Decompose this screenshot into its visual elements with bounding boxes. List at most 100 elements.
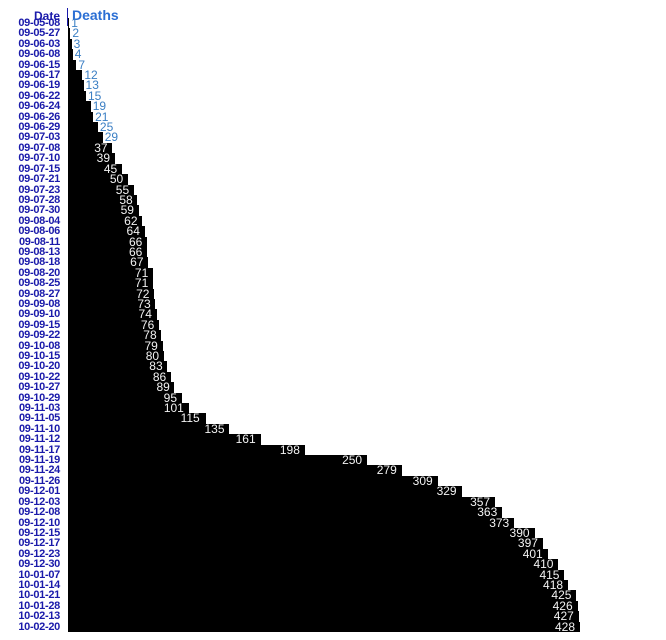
table-row: 09-07-10 39 [0,152,666,165]
row-date-label: 09-06-08 [18,48,60,61]
row-date-label: 09-12-30 [18,558,60,571]
row-date-label: 09-12-03 [18,495,60,508]
bar-segment [68,507,503,518]
bar-value-label: 76 [140,317,155,332]
bar-segment [68,226,145,237]
table-row: 09-06-26 21 [0,110,666,122]
row-date-label: 09-08-27 [18,287,60,300]
bar-segment [68,38,72,50]
bar-value-label: 397 [517,536,538,551]
table-row: 09-07-30 59 [0,203,666,218]
bar-segment [68,309,157,320]
bar-segment [68,475,438,487]
row-date-label: 09-09-22 [18,329,60,342]
table-row: 09-11-26 309 [0,473,666,488]
table-row: 09-10-29 95 [0,390,666,405]
bar-value-label: 95 [163,390,177,405]
bar-segment [68,486,462,497]
bar-value-label: 329 [436,484,457,499]
table-row: 09-07-21 50 [0,172,666,187]
bar-value-label: 12 [84,68,98,83]
bar-value-label: 29 [104,130,119,145]
bar-segment [68,538,543,549]
bar-value-label: 373 [489,515,510,530]
bar-value-label: 427 [553,609,574,624]
bar-segment [68,579,569,591]
row-date-label: 09-10-20 [18,360,60,373]
bar-segment [68,569,565,580]
table-row: 09-11-10 135 [0,422,666,435]
row-date-label: 09-07-23 [18,183,60,196]
bar-value-label: 78 [143,328,157,343]
row-date-label: 09-11-24 [18,464,60,477]
table-row: 09-07-08 37 [0,140,666,155]
table-row: 09-06-24 19 [0,100,666,112]
row-date-label: 09-06-15 [18,58,60,71]
bar-value-label: 55 [115,182,130,197]
table-row: 09-12-15 390 [0,527,666,539]
bar-value-label: 279 [376,463,397,478]
row-date-label: 09-11-19 [18,454,60,467]
bar-value-label: 161 [235,432,256,447]
bar-value-label: 37 [94,140,108,155]
bar-value-label: 1 [71,16,78,30]
row-date-label: 09-12-17 [18,537,60,550]
bar-value-label: 59 [120,203,134,218]
row-date-label: 10-01-14 [18,578,60,591]
row-date-label: 09-11-12 [18,433,60,446]
row-date-label: 09-10-29 [18,391,60,404]
bar-segment [68,122,98,133]
bar-value-label: 2 [72,26,80,41]
bar-value-label: 50 [109,172,124,187]
bar-value-label: 357 [470,494,491,509]
table-row: 09-11-03 101 [0,402,666,415]
table-row: 09-08-27 72 [0,286,666,301]
table-row: 09-08-20 71 [0,267,666,279]
table-row: 09-12-23 401 [0,547,666,560]
row-date-label: 10-02-20 [18,620,60,633]
bar-value-label: 363 [477,505,498,520]
bar-value-label: 58 [119,192,133,207]
bar-segment [68,590,577,601]
bar-segment [68,142,113,154]
bar-value-label: 115 [180,411,200,426]
bar-segment [68,101,91,112]
row-date-label: 09-08-25 [18,277,60,290]
row-date-label: 09-08-06 [18,225,60,238]
bar-segment [68,330,162,341]
table-row: 09-10-08 79 [0,339,666,352]
bar-segment [68,194,138,206]
row-date-label: 09-11-03 [18,402,60,415]
bar-value-label: 418 [543,577,564,592]
bar-value-label: 15 [87,88,102,103]
row-date-label: 09-09-15 [18,318,60,331]
table-row: 09-08-11 66 [0,235,666,248]
row-date-label: 09-06-03 [18,37,60,50]
table-row: 09-09-15 76 [0,317,666,332]
bar-segment [68,548,548,560]
bar-segment [68,361,168,372]
bar-segment [68,246,147,258]
bar-segment [68,413,206,424]
table-row: 09-05-27 2 [0,26,666,41]
row-date-label: 09-06-29 [18,121,60,134]
bar-segment [68,184,134,195]
bar-segment [68,174,128,185]
row-date-label: 09-07-30 [18,204,60,217]
bar-value-label: 71 [134,276,149,291]
bar-segment [68,371,171,383]
bar-value-label: 72 [136,286,150,301]
row-date-label: 09-11-05 [18,412,60,425]
row-date-label: 09-09-10 [18,308,60,321]
bar-segment [68,423,230,435]
bar-value-label: 309 [412,473,433,488]
table-row: 09-06-22 15 [0,88,666,103]
row-date-label: 09-12-10 [18,516,60,529]
table-row: 09-09-08 73 [0,298,666,310]
row-date-label: 09-11-10 [18,422,60,435]
bar-value-label: 45 [103,161,118,176]
table-row: 09-11-17 198 [0,443,666,456]
table-row: 09-08-13 66 [0,246,666,258]
table-row: 09-09-10 74 [0,308,666,321]
table-row: 09-06-08 4 [0,48,666,61]
